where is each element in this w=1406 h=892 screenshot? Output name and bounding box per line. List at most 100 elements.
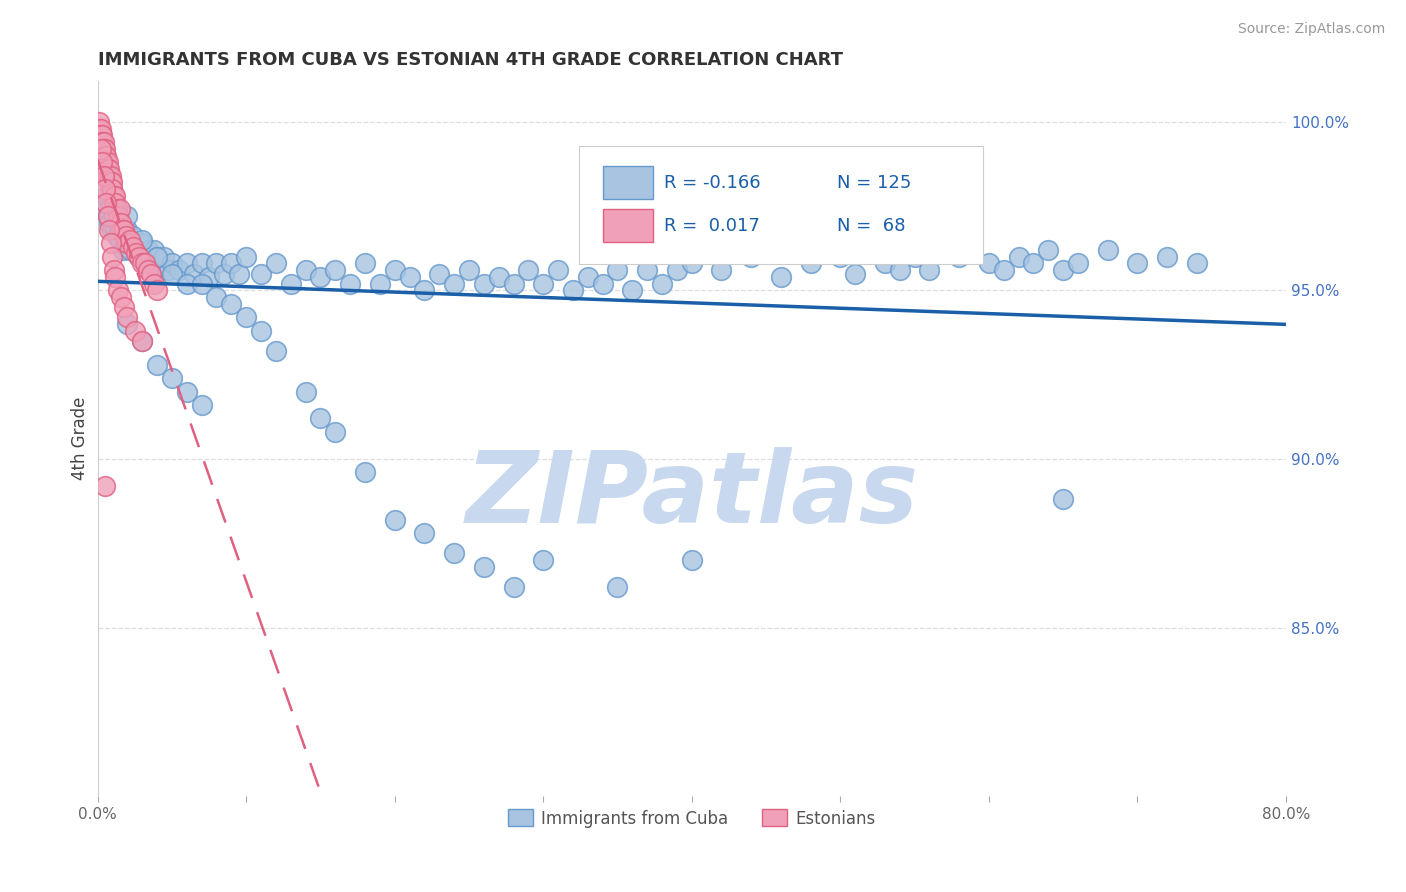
Point (294, 263, 316, 277)
Point (354, 256, 377, 270)
Point (235, 250, 257, 264)
Point (531, 553, 554, 567)
Point (93, 135, 115, 149)
Point (665, 263, 688, 277)
Point (235, 310, 257, 325)
Point (219, 297, 242, 311)
Point (131, 233, 153, 247)
Point (561, 284, 583, 298)
Point (502, 580, 524, 594)
Point (90, 128, 112, 143)
FancyBboxPatch shape (603, 167, 652, 199)
Text: Source: ZipAtlas.com: Source: ZipAtlas.com (1237, 22, 1385, 37)
Y-axis label: 4th Grade: 4th Grade (72, 397, 89, 481)
Point (1022, 256, 1045, 270)
Point (889, 263, 911, 277)
Point (160, 371, 183, 385)
Point (681, 256, 703, 270)
Point (458, 263, 481, 277)
Point (110, 216, 132, 230)
Point (107, 284, 129, 298)
Point (198, 269, 221, 284)
Point (122, 229, 145, 244)
Point (100, 199, 122, 213)
Point (146, 250, 169, 264)
Point (948, 250, 970, 264)
Point (122, 239, 145, 253)
Point (125, 243, 148, 257)
Point (621, 284, 644, 298)
Point (100, 182, 122, 196)
Point (1185, 256, 1208, 270)
Point (1052, 492, 1074, 507)
Point (131, 256, 153, 270)
Point (830, 250, 852, 264)
Point (108, 233, 131, 247)
Point (323, 425, 346, 439)
Point (143, 243, 166, 257)
Text: R =  0.017: R = 0.017 (665, 217, 761, 235)
Point (97, 169, 120, 183)
Point (139, 267, 162, 281)
Point (1038, 243, 1060, 257)
Point (124, 324, 146, 338)
Point (651, 277, 673, 291)
Point (90, 135, 112, 149)
Point (136, 263, 159, 277)
Point (205, 256, 228, 270)
Point (128, 250, 150, 264)
Point (94, 148, 117, 162)
Point (384, 513, 406, 527)
Point (94, 142, 117, 156)
Point (98, 161, 121, 176)
Point (111, 222, 134, 236)
Point (94, 182, 117, 196)
Point (309, 269, 332, 284)
Point (1052, 263, 1074, 277)
Point (101, 176, 124, 190)
Point (681, 553, 703, 567)
Text: R = -0.166: R = -0.166 (665, 174, 761, 192)
Point (488, 269, 510, 284)
Point (153, 250, 176, 264)
Point (87, 115, 110, 129)
Point (98, 222, 121, 236)
Point (413, 526, 436, 541)
Point (873, 256, 896, 270)
Point (93, 195, 115, 210)
Point (169, 263, 191, 277)
Point (264, 344, 287, 359)
Point (100, 169, 122, 183)
Point (339, 277, 361, 291)
Point (107, 209, 129, 223)
Point (977, 256, 1000, 270)
Point (427, 267, 450, 281)
Point (1007, 250, 1029, 264)
Point (111, 243, 134, 257)
Point (103, 195, 125, 210)
Point (280, 277, 302, 291)
Point (309, 411, 332, 425)
Point (103, 263, 125, 277)
Text: N = 125: N = 125 (837, 174, 911, 192)
Point (606, 263, 628, 277)
Point (90, 142, 112, 156)
Point (120, 243, 142, 257)
Point (117, 222, 139, 236)
Point (112, 300, 135, 314)
Point (104, 189, 127, 203)
Point (96, 195, 118, 210)
Point (100, 236, 122, 251)
Point (354, 466, 377, 480)
Point (93, 169, 115, 183)
Point (176, 277, 198, 291)
Point (149, 263, 172, 277)
Point (502, 277, 524, 291)
FancyBboxPatch shape (603, 210, 652, 242)
Point (100, 176, 122, 190)
Point (384, 263, 406, 277)
Point (117, 209, 139, 223)
Point (443, 277, 465, 291)
Point (105, 202, 128, 217)
Point (103, 189, 125, 203)
